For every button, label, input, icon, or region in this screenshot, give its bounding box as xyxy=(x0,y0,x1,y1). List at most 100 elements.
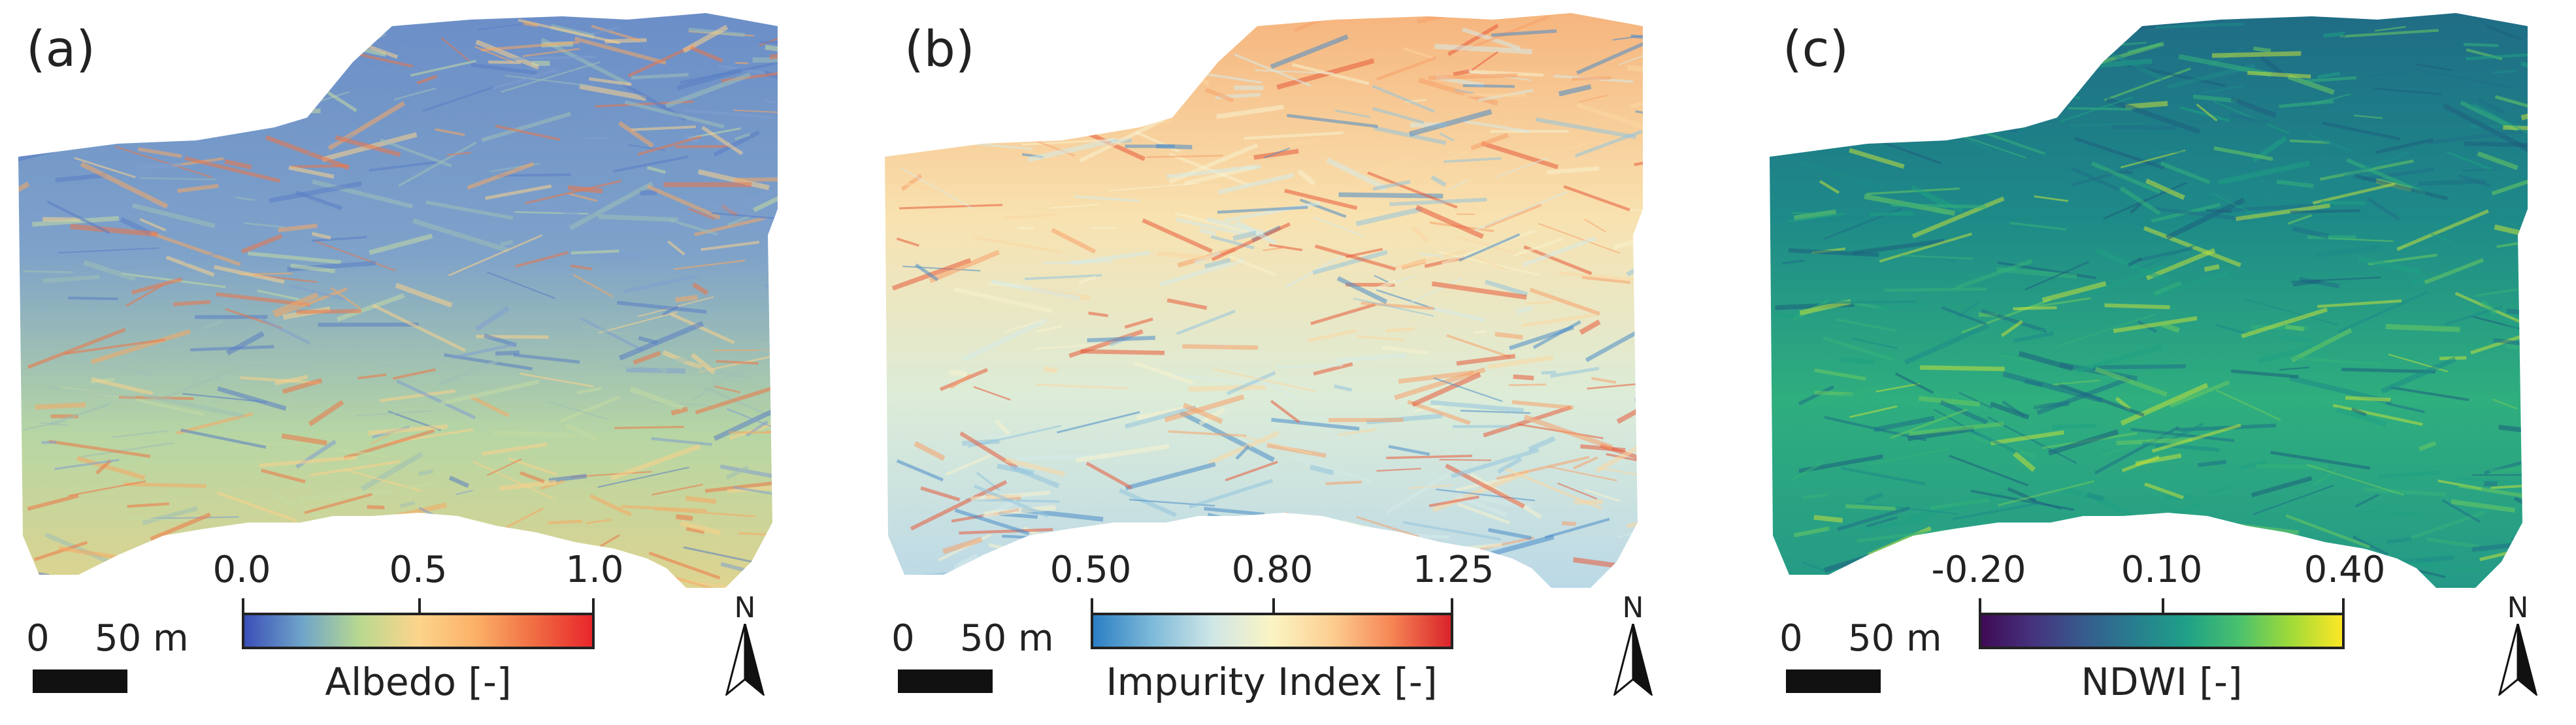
surface-texture-streak xyxy=(2322,121,2400,141)
surface-texture-streak xyxy=(440,379,540,406)
surface-texture-streak xyxy=(2454,292,2528,338)
surface-texture-streak xyxy=(137,147,182,158)
surface-texture-streak xyxy=(1580,444,1626,453)
surface-texture-streak xyxy=(299,514,395,552)
surface-texture-streak xyxy=(1356,515,1420,538)
surface-texture-streak xyxy=(471,63,537,75)
surface-texture-streak xyxy=(1852,238,1945,255)
surface-texture-streak xyxy=(2119,186,2161,216)
surface-texture-streak xyxy=(2086,492,2104,502)
ndwi-map xyxy=(1770,13,2528,588)
surface-texture-streak xyxy=(667,240,685,256)
surface-texture-streak xyxy=(70,223,158,237)
scale-bar xyxy=(1786,669,1881,693)
surface-texture-streak xyxy=(2116,437,2193,445)
surface-texture-streak xyxy=(1208,430,1280,466)
scale-bar xyxy=(33,669,127,693)
panel-label: (b) xyxy=(904,20,975,78)
scale-start-label: 0 xyxy=(891,617,915,660)
surface-texture-streak xyxy=(27,494,79,511)
surface-texture-streak xyxy=(1237,434,1312,455)
surface-texture-streak xyxy=(1180,527,1246,541)
surface-texture-streak xyxy=(970,491,1051,501)
surface-texture-streak xyxy=(380,138,452,168)
surface-texture-streak xyxy=(1990,430,2064,445)
surface-texture-streak xyxy=(180,428,267,449)
surface-texture-streak xyxy=(2337,291,2428,334)
surface-texture-streak xyxy=(1491,29,1557,37)
surface-texture-streak xyxy=(1875,383,1920,393)
surface-texture-streak xyxy=(2074,137,2165,170)
surface-texture-streak xyxy=(2202,85,2245,94)
surface-texture-streak xyxy=(1361,301,1434,310)
surface-texture-streak xyxy=(341,517,377,523)
surface-texture-streak xyxy=(1508,325,1574,351)
surface-texture-streak xyxy=(638,336,658,345)
surface-texture-streak xyxy=(263,60,333,88)
surface-texture-streak xyxy=(725,465,750,480)
surface-texture-streak xyxy=(23,420,67,431)
surface-texture-streak xyxy=(160,71,261,103)
surface-texture-streak xyxy=(371,433,391,445)
surface-texture-streak xyxy=(110,80,151,95)
surface-texture-streak xyxy=(978,13,1054,29)
surface-texture-streak xyxy=(690,353,716,375)
surface-texture-streak xyxy=(1433,377,1503,402)
surface-texture-streak xyxy=(765,44,778,63)
surface-texture-streak xyxy=(1270,400,1300,423)
surface-texture-streak xyxy=(1205,88,1234,103)
surface-texture-streak xyxy=(1793,209,1837,221)
surface-texture-streak xyxy=(2494,95,2528,122)
surface-texture-streak xyxy=(2354,493,2380,508)
surface-texture-streak xyxy=(1443,157,1502,163)
surface-texture-streak xyxy=(23,110,123,131)
surface-texture-streak xyxy=(1385,473,1449,514)
surface-texture-streak xyxy=(68,480,146,497)
surface-texture-streak xyxy=(139,218,167,232)
surface-texture-streak xyxy=(582,325,647,339)
surface-texture-streak xyxy=(621,505,707,512)
surface-texture-streak xyxy=(548,474,587,483)
surface-texture-streak xyxy=(2343,150,2409,179)
surface-texture-streak xyxy=(355,410,433,417)
surface-texture-streak xyxy=(991,279,1081,300)
surface-texture-streak xyxy=(416,74,438,85)
surface-texture-streak xyxy=(1929,66,1996,73)
surface-texture-streak xyxy=(272,292,319,316)
surface-texture-streak xyxy=(1456,235,1547,263)
surface-texture-streak xyxy=(2279,366,2309,371)
surface-texture-streak xyxy=(1412,372,1481,407)
surface-texture-streak xyxy=(2134,237,2213,272)
surface-texture-streak xyxy=(949,370,967,377)
surface-texture-streak xyxy=(403,481,435,491)
surface-texture-streak xyxy=(1431,281,1527,300)
surface-texture-streak xyxy=(30,22,59,27)
surface-texture-streak xyxy=(484,334,517,347)
surface-texture-streak xyxy=(1528,436,1556,452)
surface-texture-streak xyxy=(1042,260,1113,265)
north-label: N xyxy=(734,591,756,624)
surface-texture-streak xyxy=(1584,489,1621,502)
surface-texture-streak xyxy=(2051,423,2096,430)
surface-texture-streak xyxy=(18,182,30,194)
surface-texture-streak xyxy=(1389,197,1487,206)
surface-texture-streak xyxy=(447,152,471,156)
surface-texture-streak xyxy=(178,123,195,131)
surface-texture-streak xyxy=(2031,398,2050,408)
surface-texture-streak xyxy=(1981,309,2047,333)
surface-texture-streak xyxy=(399,501,416,508)
surface-texture-streak xyxy=(1234,53,1312,87)
surface-texture-streak xyxy=(651,437,712,446)
surface-texture-streak xyxy=(469,395,510,418)
surface-texture-streak xyxy=(2424,258,2484,285)
surface-texture-streak xyxy=(2419,441,2437,451)
surface-texture-streak xyxy=(481,112,572,142)
surface-texture-streak xyxy=(2018,351,2074,372)
surface-texture-streak xyxy=(1547,143,1587,153)
surface-texture-streak xyxy=(959,528,1053,535)
surface-texture-streak xyxy=(2105,97,2200,135)
surface-texture-streak xyxy=(2013,451,2036,472)
surface-texture-streak xyxy=(67,353,153,377)
surface-texture-streak xyxy=(1004,319,1045,333)
surface-texture-streak xyxy=(1802,493,1829,500)
